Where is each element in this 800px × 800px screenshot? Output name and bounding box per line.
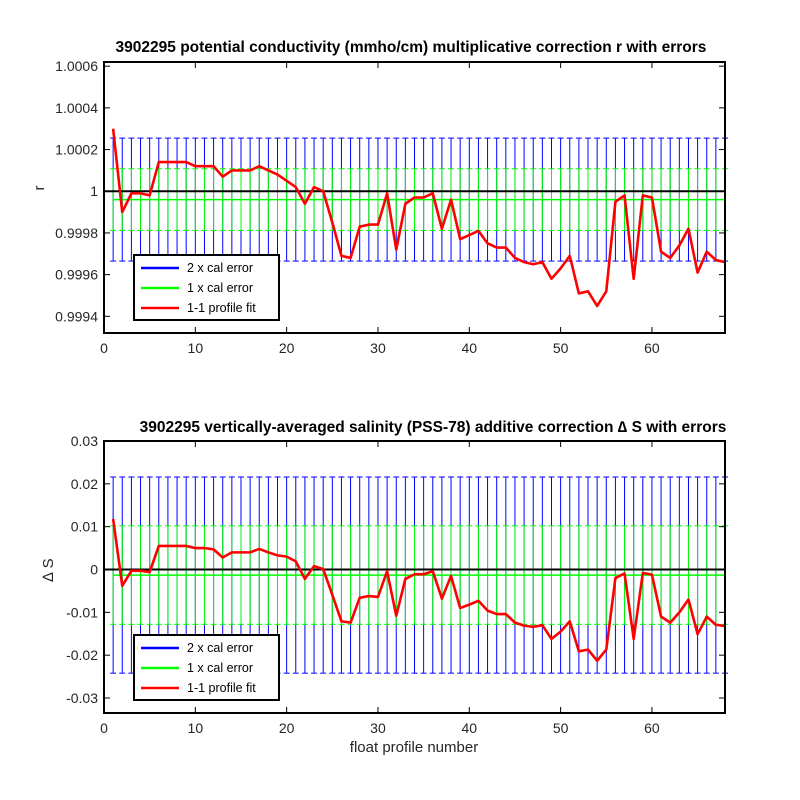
fit-line xyxy=(111,128,726,308)
y-tick-label: -0.02 xyxy=(66,647,98,663)
y-axis-label-bottom: ∆ S xyxy=(40,558,57,581)
axes-box-bottom xyxy=(103,440,726,714)
x-ticks-top: 0 10 20 30 40 50 60 xyxy=(100,62,660,356)
axes-box-top xyxy=(103,61,726,334)
legend-label-fit: 1-1 profile fit xyxy=(187,301,256,315)
x-tick-label: 0 xyxy=(100,720,108,736)
legend-top: 2 x cal error 1 x cal error 1-1 profile … xyxy=(133,254,280,321)
error-bars-1x xyxy=(110,168,728,231)
y-tick-label: 0.01 xyxy=(71,519,98,535)
y-tick-label: 0.9996 xyxy=(55,267,98,283)
legend-label-1x: 1 x cal error xyxy=(187,281,253,295)
x-axis-label: float profile number xyxy=(350,739,478,756)
y-ticks-top: 0.9994 0.9996 0.9998 1 1.0002 1.0004 1.0006 xyxy=(55,58,725,324)
legend-label-2x: 2 x cal error xyxy=(187,641,253,655)
x-tick-label: 20 xyxy=(279,340,295,356)
y-tick-label: 1.0004 xyxy=(55,100,98,116)
y-tick-label: 0.9994 xyxy=(55,308,98,324)
fit-line xyxy=(111,518,726,663)
y-tick-label: -0.01 xyxy=(66,604,98,620)
legend-label-1x: 1 x cal error xyxy=(187,661,253,675)
x-tick-label: 50 xyxy=(553,340,569,356)
x-tick-label: 10 xyxy=(188,340,204,356)
x-tick-label: 0 xyxy=(100,340,108,356)
panel-bottom: 3902295 vertically-averaged salinity (PS… xyxy=(40,419,728,756)
panel-top: 3902295 potential conductivity (mmho/cm)… xyxy=(31,39,728,356)
y-tick-label: 1.0002 xyxy=(55,142,98,158)
legend-label-fit: 1-1 profile fit xyxy=(187,681,256,695)
y-tick-label: 1.0006 xyxy=(55,58,98,74)
y-tick-label: 0.03 xyxy=(71,433,98,449)
x-tick-label: 30 xyxy=(370,720,386,736)
x-tick-label: 20 xyxy=(279,720,295,736)
x-tick-label: 40 xyxy=(462,720,478,736)
x-tick-label: 50 xyxy=(553,720,569,736)
y-tick-label: 0.9998 xyxy=(55,225,98,241)
y-axis-label-top: r xyxy=(31,186,48,191)
legend-bottom: 2 x cal error 1 x cal error 1-1 profile … xyxy=(133,634,280,701)
y-tick-label: -0.03 xyxy=(66,690,98,706)
chart-title-bottom: 3902295 vertically-averaged salinity (PS… xyxy=(140,419,727,436)
y-tick-label: 0 xyxy=(90,562,98,578)
chart-title-top: 3902295 potential conductivity (mmho/cm)… xyxy=(116,39,707,56)
x-tick-label: 10 xyxy=(188,720,204,736)
y-tick-label: 1 xyxy=(90,183,98,199)
x-tick-label: 60 xyxy=(644,340,660,356)
x-tick-label: 30 xyxy=(370,340,386,356)
y-tick-label: 0.02 xyxy=(71,476,98,492)
x-tick-label: 40 xyxy=(462,340,478,356)
y-ticks-bottom: -0.03 -0.02 -0.01 0 0.01 0.02 0.03 xyxy=(66,433,725,706)
legend-label-2x: 2 x cal error xyxy=(187,261,253,275)
x-ticks-bottom: 0 10 20 30 40 50 60 xyxy=(100,441,660,736)
x-tick-label: 60 xyxy=(644,720,660,736)
